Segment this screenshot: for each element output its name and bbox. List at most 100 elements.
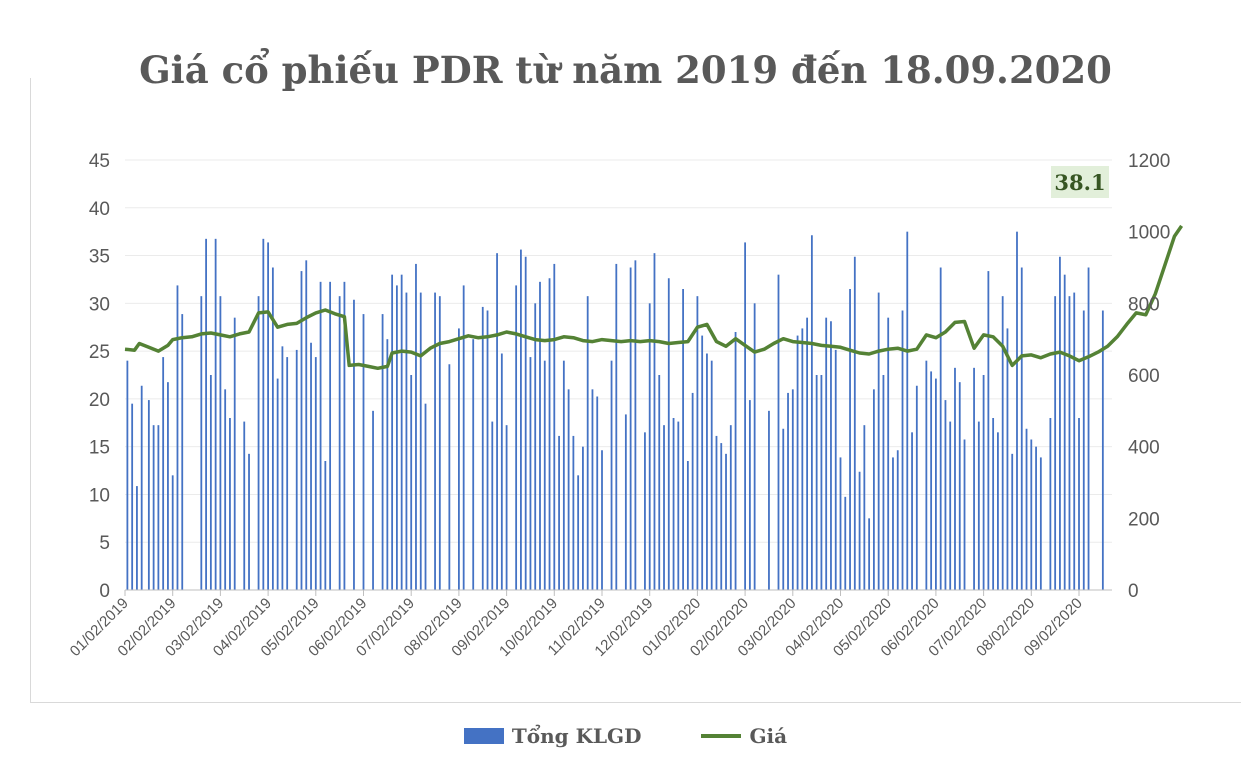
- volume-bar: [567, 389, 570, 590]
- volume-bar: [834, 349, 837, 590]
- volume-bar: [882, 375, 885, 590]
- volume-bar: [610, 360, 613, 590]
- volume-bar: [481, 306, 484, 590]
- volume-bar: [925, 360, 928, 590]
- volume-bar: [644, 432, 646, 590]
- volume-bar: [591, 389, 594, 590]
- volume-bar: [324, 461, 327, 590]
- volume-bar: [140, 385, 143, 590]
- volume-bar: [310, 342, 312, 590]
- volume-bar: [777, 274, 780, 590]
- volume-bar: [987, 271, 990, 590]
- volume-bar: [1063, 274, 1066, 590]
- volume-bar: [720, 443, 723, 590]
- volume-bar: [539, 281, 541, 590]
- left-axis: 0 5 10 15 20 25 30 35 40 45: [89, 151, 110, 602]
- price-annotation: 38.1: [1051, 166, 1109, 198]
- volume-bar: [1025, 428, 1028, 590]
- volume-bar: [658, 375, 661, 590]
- volume-bar: [997, 432, 999, 590]
- volume-bar: [973, 367, 975, 590]
- volume-bar: [706, 353, 708, 590]
- volume-bar: [1011, 453, 1014, 590]
- volume-bar: [500, 353, 503, 590]
- volume-bar: [615, 263, 618, 590]
- volume-bar: [1078, 418, 1080, 590]
- volume-bar: [954, 367, 956, 590]
- price-series-line: [124, 224, 1184, 371]
- volume-bar: [858, 471, 861, 590]
- volume-bar: [935, 378, 937, 590]
- volume-bar: [257, 296, 260, 590]
- volume-bar: [768, 410, 770, 590]
- volume-bar: [715, 435, 718, 590]
- volume-bar: [825, 317, 828, 590]
- right-tick-label: 1200: [1128, 151, 1170, 172]
- volume-bar: [543, 360, 546, 590]
- volume-bar: [434, 292, 436, 590]
- volume-bar: [892, 457, 894, 590]
- volume-bar: [515, 285, 518, 590]
- volume-bar: [126, 360, 129, 590]
- price-line: [124, 224, 1184, 371]
- volume-bar: [171, 475, 174, 590]
- volume-bar: [844, 496, 847, 590]
- volume-bar: [939, 267, 942, 590]
- volume-bar: [553, 263, 556, 590]
- volume-bar: [725, 453, 727, 590]
- volume-bar: [1059, 256, 1061, 590]
- volume-bar: [524, 256, 527, 590]
- volume-bar: [362, 314, 365, 590]
- volume-bar: [224, 389, 227, 590]
- volume-bar: [801, 328, 804, 590]
- volume-bar: [157, 425, 160, 590]
- volume-bar: [696, 296, 699, 590]
- volume-bar: [586, 296, 589, 590]
- left-tick-label: 20: [89, 390, 110, 411]
- left-tick-label: 30: [89, 294, 110, 315]
- volume-bar: [691, 392, 694, 590]
- volume-bar: [877, 292, 880, 590]
- volume-bar: [448, 364, 451, 590]
- volume-bar: [276, 378, 279, 590]
- volume-bar: [901, 310, 904, 590]
- volume-bar: [343, 281, 346, 590]
- volume-bar: [677, 421, 680, 590]
- volume-bar: [496, 253, 498, 590]
- left-tick-label: 25: [89, 342, 110, 363]
- volume-bar: [896, 450, 899, 590]
- volume-bar: [424, 403, 427, 590]
- legend-item-volume[interactable]: Tổng KLGD: [463, 724, 641, 748]
- volume-bar: [663, 425, 665, 590]
- volume-bar: [381, 314, 384, 590]
- volume-bar: [410, 375, 413, 590]
- volume-bar: [744, 242, 746, 590]
- volume-bar: [534, 303, 537, 590]
- volume-bar: [863, 425, 866, 590]
- volume-bar: [167, 382, 169, 590]
- volume-bar: [548, 278, 551, 590]
- x-axis: 01/02/201902/02/201903/02/201904/02/2019…: [67, 589, 1112, 660]
- volume-bar: [949, 421, 952, 590]
- legend-item-price[interactable]: Giá: [701, 724, 787, 748]
- volume-bar: [1101, 310, 1104, 590]
- volume-bar: [634, 260, 637, 590]
- volume-bar: [915, 385, 918, 590]
- volume-bar: [753, 303, 756, 590]
- volume-bar: [596, 396, 599, 590]
- volume-bar: [267, 242, 269, 590]
- volume-bar: [329, 281, 332, 590]
- legend-line-swatch: [701, 734, 742, 738]
- volume-bar: [1073, 292, 1076, 590]
- volume-bar: [520, 249, 522, 591]
- volume-bar: [209, 375, 212, 590]
- volume-bar: [353, 299, 355, 590]
- volume-bar: [820, 375, 823, 590]
- volume-bar: [243, 421, 246, 590]
- volume-bar: [486, 310, 489, 590]
- volume-bar: [405, 292, 408, 590]
- right-tick-label: 1000: [1128, 223, 1170, 244]
- volume-bar: [338, 296, 341, 590]
- volume-bar: [710, 360, 713, 590]
